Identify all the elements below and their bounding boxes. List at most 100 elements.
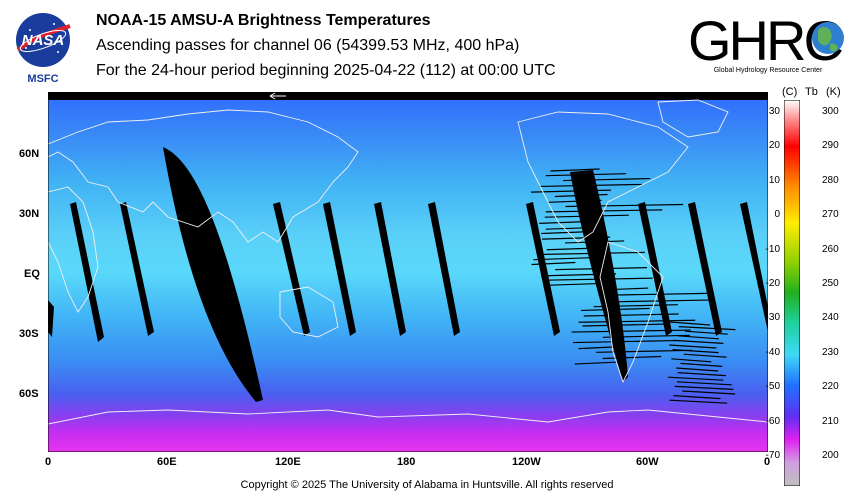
- no-data-band-top: [48, 92, 768, 100]
- scan-line-streak: [545, 282, 607, 286]
- colorbar-unit-celsius: (C): [782, 86, 798, 98]
- nasa-logo-text: NASA: [22, 32, 65, 49]
- lon-label-60e: 60E: [157, 456, 177, 468]
- coastlines: [47, 99, 769, 425]
- ghrc-caption: Global Hydrology Resource Center: [714, 67, 823, 74]
- scan-line-streak: [582, 323, 670, 327]
- scan-line-streak: [596, 349, 693, 353]
- scan-line-streak: [602, 355, 662, 360]
- scan-line-streak: [531, 261, 576, 266]
- scan-line-streak: [598, 292, 708, 296]
- scan-line-streak: [673, 395, 721, 400]
- australia-coastline: [279, 286, 339, 338]
- period-text: For the 24-hour period beginning 2025-04…: [96, 62, 556, 79]
- scan-line-streak: [563, 177, 651, 182]
- colorbar-celsius-tick: 30: [768, 106, 780, 117]
- antarctica-coastline: [47, 409, 769, 425]
- colorbar-kelvin-tick: 280: [822, 174, 839, 186]
- temperature-field: [48, 92, 768, 452]
- scan-line-streak: [539, 220, 593, 224]
- scan-line-streak: [533, 257, 592, 261]
- chart-subtitle: Ascending passes for channel 06 (54399.5…: [96, 37, 520, 54]
- scan-line-streak: [544, 251, 645, 256]
- scan-line-streak: [565, 203, 684, 208]
- scan-line-streak: [674, 385, 734, 390]
- colorbar-kelvin-tick: 210: [822, 415, 839, 427]
- scan-line-streak: [668, 376, 724, 381]
- colorbar-celsius-tick: -60: [765, 415, 780, 427]
- colorbar-unit-kelvin: (K): [826, 86, 841, 98]
- scan-line-streak: [572, 339, 677, 344]
- scan-line-streak: [593, 304, 678, 308]
- colorbar-kelvin-tick: 300: [822, 106, 839, 117]
- lat-label-eq: EQ: [24, 268, 40, 280]
- scan-line-streak: [545, 277, 653, 281]
- scan-line-streak: [672, 349, 719, 354]
- ghrc-logo: GHRC Global Hydrology Resource Center: [686, 8, 850, 78]
- scan-line-streak: [578, 345, 621, 350]
- colorbar-kelvin-tick: 270: [822, 209, 839, 221]
- scan-line-streak: [683, 353, 727, 358]
- scan-line-streak: [583, 313, 679, 317]
- colorbar-kelvin-tick: 290: [822, 140, 839, 152]
- lon-label-120e: 120E: [275, 456, 301, 468]
- scan-line-streak: [669, 321, 711, 326]
- colorbar-unit-tb: Tb: [805, 86, 818, 98]
- colorbar-celsius-tick: -50: [765, 381, 780, 393]
- colorbar-kelvin-tick: 220: [822, 381, 839, 393]
- scan-line-streak: [547, 199, 602, 203]
- scan-line-streak: [602, 334, 690, 338]
- greenland-coastline: [657, 99, 729, 138]
- chart-title: NOAA-15 AMSU-A Brightness Temperatures: [96, 12, 431, 29]
- orbit-gap: [70, 202, 104, 342]
- scan-line-streak: [673, 339, 724, 344]
- scan-line-streak: [676, 367, 719, 372]
- africa-coastline: [47, 186, 99, 313]
- orbit-gap: [688, 202, 722, 336]
- scan-line-streak: [580, 307, 650, 312]
- lon-label-60w: 60W: [636, 456, 659, 468]
- lon-label-180: 180: [397, 456, 416, 468]
- scan-line-streak: [605, 299, 714, 303]
- colorbar-celsius-tick: -10: [765, 243, 780, 255]
- colorbar-celsius-tick: -70: [765, 450, 780, 461]
- scan-line-streak: [597, 287, 649, 291]
- scan-line-streak: [676, 381, 732, 386]
- brightness-temperature-map: [47, 91, 769, 453]
- scan-line-streak: [539, 183, 642, 188]
- scan-line-streak: [540, 273, 617, 277]
- scan-line-streak: [677, 335, 719, 340]
- colorbar-celsius-tick: -30: [765, 312, 780, 324]
- orbit-gap: [428, 202, 460, 336]
- scan-line-streak: [531, 189, 611, 193]
- colorbar-celsius-tick: -40: [765, 346, 780, 358]
- missing-scan-lines: [531, 168, 736, 404]
- lon-label-0-right: 0: [764, 456, 771, 468]
- scan-line-streak: [550, 168, 600, 172]
- eurasia-coastline: [47, 109, 359, 243]
- scan-line-streak: [555, 267, 648, 271]
- south-america-coastline: [599, 241, 664, 384]
- orbit-gap: [323, 202, 356, 336]
- msfc-caption: MSFC: [27, 73, 58, 85]
- scan-line-streak: [545, 173, 627, 177]
- nasa-logo: NASA MSFC: [10, 8, 76, 86]
- lat-label-30s: 30S: [19, 328, 39, 340]
- orbit-gap: [163, 147, 263, 402]
- scan-line-streak: [682, 390, 736, 395]
- orbit-gap: [48, 300, 54, 337]
- lat-label-60n: 60N: [19, 148, 40, 160]
- colorbar-kelvin-tick: 260: [822, 243, 839, 255]
- colorbar-kelvin-tick: 230: [822, 346, 839, 358]
- orbit-gap: [526, 202, 560, 336]
- scan-line-streak: [554, 193, 608, 198]
- colorbar-celsius-tick: 0: [774, 209, 780, 221]
- orbit-gap: [374, 202, 406, 336]
- lon-label-0: 0: [45, 456, 52, 468]
- scan-line-streak: [546, 247, 606, 251]
- north-america-coastline: [517, 111, 689, 243]
- scan-line-streak: [578, 319, 696, 323]
- colorbar: [783, 99, 801, 487]
- copyright-text: Copyright © 2025 The University of Alaba…: [240, 479, 614, 491]
- scan-line-streak: [669, 399, 728, 404]
